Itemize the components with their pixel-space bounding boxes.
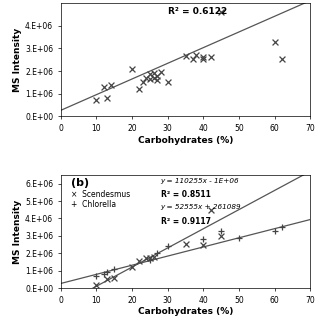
Point: [155, 251, 160, 256]
Point: [105, 270, 110, 275]
Point: [105, 277, 110, 282]
Point: [101, 84, 106, 89]
Point: [201, 242, 206, 247]
Point: [151, 254, 156, 259]
Point: [158, 69, 163, 75]
Y-axis label: MS Intensity: MS Intensity: [13, 28, 22, 92]
Point: [137, 86, 142, 92]
Text: ×  Scendesmus: × Scendesmus: [71, 190, 130, 199]
Point: [219, 228, 224, 233]
Point: [236, 235, 242, 240]
Point: [201, 56, 206, 61]
Point: [101, 272, 106, 277]
Point: [165, 80, 170, 85]
Point: [148, 76, 153, 82]
Point: [208, 55, 213, 60]
Point: [112, 266, 117, 271]
Point: [194, 52, 199, 58]
Point: [183, 241, 188, 246]
Point: [219, 10, 224, 15]
Point: [105, 96, 110, 101]
Point: [155, 77, 160, 83]
Point: [155, 73, 160, 78]
Text: R² = 0.9117: R² = 0.9117: [161, 217, 211, 226]
Point: [94, 273, 99, 278]
Text: +  Chlorella: + Chlorella: [71, 200, 116, 209]
Point: [144, 256, 149, 261]
Point: [183, 54, 188, 59]
Point: [144, 75, 149, 80]
Point: [272, 39, 277, 44]
Point: [201, 55, 206, 60]
Point: [94, 98, 99, 103]
Y-axis label: MS Intensity: MS Intensity: [13, 199, 22, 264]
Point: [279, 225, 284, 230]
Point: [130, 66, 135, 71]
Point: [137, 259, 142, 264]
Point: [151, 71, 156, 76]
Point: [108, 82, 113, 87]
Point: [208, 207, 213, 212]
Point: [219, 233, 224, 238]
Point: [190, 56, 195, 61]
Text: y = 52555x + 261089: y = 52555x + 261089: [161, 204, 241, 210]
Point: [140, 80, 145, 85]
Point: [130, 265, 135, 270]
Text: R² = 0.8511: R² = 0.8511: [161, 190, 211, 199]
Point: [272, 228, 277, 233]
Point: [201, 237, 206, 242]
Point: [112, 275, 117, 280]
Text: y = 110255x - 1E+06: y = 110255x - 1E+06: [161, 178, 239, 184]
Point: [151, 75, 156, 80]
Text: R² = 0.6122: R² = 0.6122: [168, 7, 228, 16]
Point: [148, 258, 153, 263]
Point: [165, 244, 170, 249]
Point: [148, 72, 153, 77]
Point: [94, 283, 99, 288]
Point: [279, 56, 284, 61]
X-axis label: Carbohydrates (%): Carbohydrates (%): [138, 136, 233, 145]
Point: [148, 255, 153, 260]
Text: (b): (b): [71, 178, 89, 188]
X-axis label: Carbohydrates (%): Carbohydrates (%): [138, 308, 233, 316]
